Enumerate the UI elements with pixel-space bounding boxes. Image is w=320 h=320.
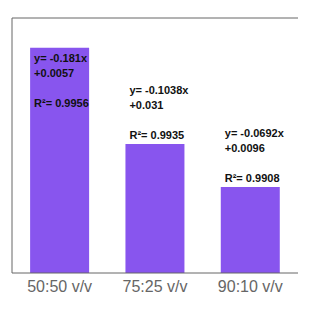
- svg-text:y= -0.0692x+0.0096R²= 0.9908: y= -0.0692x+0.0096R²= 0.9908: [225, 127, 285, 184]
- svg-text:50:50 v/v: 50:50 v/v: [27, 278, 92, 295]
- svg-text:y= -0.181x+0.0057R²= 0.9956: y= -0.181x+0.0057R²= 0.9956: [34, 52, 89, 109]
- svg-text:y= -0.1038x+0.031R²= 0.9935: y= -0.1038x+0.031R²= 0.9935: [129, 84, 189, 141]
- svg-text:75:25 v/v: 75:25 v/v: [123, 278, 188, 295]
- svg-text:90:10 v/v: 90:10 v/v: [218, 278, 283, 295]
